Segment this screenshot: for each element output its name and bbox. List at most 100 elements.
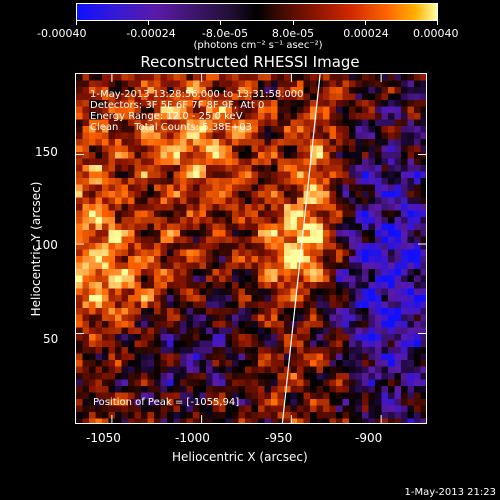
heatmap-cell [407,360,415,368]
heatmap-cell [381,418,389,423]
heatmap-cell [225,210,233,218]
heatmap-cell [277,399,285,407]
heatmap-cell [277,152,285,160]
heatmap-cell [284,236,292,244]
heatmap-cell [349,139,357,147]
heatmap-cell [414,282,422,290]
heatmap-cell [420,80,426,88]
heatmap-cell [245,386,253,394]
heatmap-cell [102,334,110,342]
heatmap-cell [290,269,298,277]
heatmap-cell [277,87,285,95]
heatmap-cell [375,204,383,212]
heatmap-cell [355,301,363,309]
heatmap-cell [102,87,110,95]
heatmap-cell [173,282,181,290]
heatmap-cell [245,308,253,316]
heatmap-cell [336,288,344,296]
heatmap-cell [206,87,214,95]
heatmap-cell [381,314,389,322]
heatmap-cell [290,399,298,407]
heatmap-cell [420,230,426,238]
heatmap-cell [167,418,175,423]
heatmap-cell [381,360,389,368]
heatmap-cell [180,282,188,290]
heatmap-cell [310,256,318,264]
heatmap-cell [297,165,305,173]
heatmap-cell [381,249,389,257]
heatmap-cell [271,256,279,264]
heatmap-cell [381,93,389,101]
heatmap-cell [251,236,259,244]
heatmap-cell [349,184,357,192]
heatmap-cell [180,223,188,231]
heatmap-cell [193,217,201,225]
heatmap-cell [349,392,357,400]
heatmap-cell [167,171,175,179]
heatmap-cell [277,249,285,257]
heatmap-cell [355,132,363,140]
heatmap-cell [167,405,175,413]
heatmap-cell [89,262,97,270]
heatmap-cell [225,243,233,251]
heatmap-cell [342,314,350,322]
heatmap-cell [388,340,396,348]
heatmap-cell [355,178,363,186]
heatmap-cell [245,379,253,387]
heatmap-cell [310,366,318,374]
heatmap-cell [277,340,285,348]
heatmap-cell [232,360,240,368]
heatmap-cell [362,132,370,140]
heatmap-cell [95,87,103,95]
heatmap-cell [388,399,396,407]
heatmap-cell [264,399,272,407]
heatmap-cell [225,80,233,88]
heatmap-cell [121,171,129,179]
heatmap-cell [258,100,266,108]
heatmap-cell [76,405,84,413]
heatmap-cell [355,113,363,121]
heatmap-cell [329,139,337,147]
heatmap-cell [414,230,422,238]
heatmap-cell [303,321,311,329]
heatmap-cell [180,119,188,127]
heatmap-cell [115,295,123,303]
heatmap-cell [232,204,240,212]
heatmap-cell [108,119,116,127]
heatmap-cell [128,158,136,166]
heatmap-cell [336,314,344,322]
heatmap-cell [199,119,207,127]
colorbar-tick-mark [148,21,149,25]
heatmap-cell [193,418,201,423]
heatmap-cell [323,184,331,192]
heatmap-cell [121,314,129,322]
heatmap-cell [355,204,363,212]
heatmap-cell [290,126,298,134]
heatmap-cell [342,412,350,420]
heatmap-cell [355,184,363,192]
heatmap-cell [329,243,337,251]
heatmap-cell [394,301,402,309]
heatmap-cell [141,405,149,413]
heatmap-cell [232,191,240,199]
heatmap-cell [238,132,246,140]
heatmap-cell [277,386,285,394]
heatmap-cell [375,87,383,95]
heatmap-cell [303,399,311,407]
heatmap-cell [355,87,363,95]
heatmap-cell [342,392,350,400]
x-tick-label: -900 [355,431,383,445]
heatmap-cell [212,314,220,322]
heatmap-cell [381,236,389,244]
heatmap-cell [342,184,350,192]
heatmap-cell [225,392,233,400]
heatmap-cell [375,405,383,413]
heatmap-cell [284,119,292,127]
heatmap-cell [134,191,142,199]
heatmap-cell [375,230,383,238]
heatmap-cell [219,113,227,121]
heatmap-cell [173,204,181,212]
heatmap-cell [297,399,305,407]
heatmap-cell [407,80,415,88]
heatmap-cell [355,80,363,88]
